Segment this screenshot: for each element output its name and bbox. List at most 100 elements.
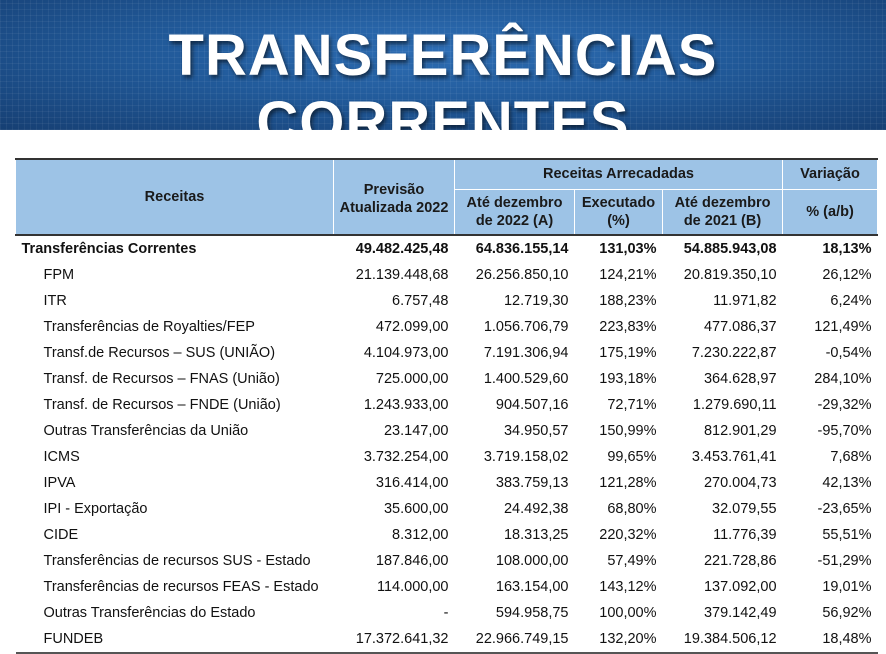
row-ate-2021: 137.092,00 (703, 579, 777, 595)
row-previsao: 316.414,00 (375, 475, 449, 491)
row-name: FUNDEB (43, 631, 104, 647)
row-ate-2022: 12.719,30 (503, 293, 569, 309)
row-executado: 175,19% (599, 345, 657, 361)
header-ate-dez-2021: Até dezembro de 2021 (B) (661, 188, 784, 236)
page-title: TRANSFERÊNCIAS CORRENTES (168, 23, 718, 130)
table-row: Transferências Correntes 49.482.425,48 6… (16, 235, 878, 262)
row-name: Transferências de recursos SUS - Estado (43, 553, 311, 569)
row-ate-2021: 364.628,97 (703, 371, 777, 387)
row-name: Transferências Correntes (21, 241, 197, 257)
row-executado: 121,28% (599, 475, 657, 491)
header-variacao: Variação (782, 158, 879, 190)
row-executado: 124,21% (599, 267, 657, 283)
row-name: CIDE (43, 527, 79, 543)
row-ate-2021: 54.885.943,08 (683, 241, 777, 257)
row-variacao: 18,48% (822, 631, 872, 647)
row-previsao: 3.732.254,00 (363, 449, 449, 465)
row-ate-2022: 1.400.529,60 (483, 371, 569, 387)
row-ate-2022: 34.950,57 (503, 423, 569, 439)
row-executado: 220,32% (599, 527, 657, 543)
title-banner: TRANSFERÊNCIAS CORRENTES (0, 0, 886, 130)
revenue-table: Receitas Previsão Atualizada 2022 Receit… (15, 158, 879, 654)
header-executado: Executado (%) (574, 188, 663, 236)
row-ate-2022: 1.056.706,79 (483, 319, 569, 335)
row-previsao: 6.757,48 (392, 293, 449, 309)
row-variacao: 121,49% (814, 319, 872, 335)
row-ate-2022: 383.759,13 (495, 475, 569, 491)
row-name: ICMS (43, 449, 80, 465)
table-row: Outras Transferências do Estado - 594.95… (16, 600, 878, 626)
row-variacao: 56,92% (822, 605, 872, 621)
row-previsao: 17.372.641,32 (355, 631, 449, 647)
row-ate-2021: 3.453.761,41 (691, 449, 777, 465)
row-executado: 143,12% (599, 579, 657, 595)
row-previsao: - (443, 605, 449, 621)
table-row: Transferências de recursos FEAS - Estado… (16, 574, 878, 600)
row-ate-2021: 32.079,55 (712, 501, 777, 517)
header-previsao: Previsão Atualizada 2022 (333, 158, 455, 236)
row-name: Transf. de Recursos – FNAS (União) (43, 371, 280, 387)
row-previsao: 23.147,00 (383, 423, 449, 439)
row-executado: 72,71% (607, 397, 657, 413)
row-variacao: -95,70% (817, 423, 872, 439)
row-ate-2021: 221.728,86 (703, 553, 777, 569)
header-receitas-arrecadadas: Receitas Arrecadadas (453, 158, 784, 190)
table-row: ICMS 3.732.254,00 3.719.158,02 99,65% 3.… (16, 444, 878, 470)
row-variacao: 7,68% (830, 449, 872, 465)
row-ate-2021: 270.004,73 (703, 475, 777, 491)
row-previsao: 114.000,00 (377, 579, 449, 595)
row-executado: 150,99% (599, 423, 657, 439)
table-row: IPVA 316.414,00 383.759,13 121,28% 270.0… (16, 470, 878, 496)
row-previsao: 8.312,00 (392, 527, 449, 543)
table-row: Transf.de Recursos – SUS (UNIÃO) 4.104.9… (16, 340, 878, 366)
row-name: IPI - Exportação (43, 501, 148, 517)
row-name: Transferências de recursos FEAS - Estado (43, 579, 319, 595)
row-ate-2022: 108.000,00 (495, 553, 569, 569)
row-ate-2021: 19.384.506,12 (683, 631, 777, 647)
row-ate-2022: 904.507,16 (495, 397, 569, 413)
row-ate-2021: 812.901,29 (703, 423, 777, 439)
row-variacao: 26,12% (822, 267, 872, 283)
row-previsao: 472.099,00 (375, 319, 449, 335)
row-name: Transferências de Royalties/FEP (43, 319, 255, 335)
row-executado: 99,65% (607, 449, 657, 465)
row-ate-2021: 11.971,82 (713, 293, 777, 309)
table-row: Transf. de Recursos – FNDE (União) 1.243… (16, 392, 878, 418)
row-name: Transf. de Recursos – FNDE (União) (43, 397, 281, 413)
row-executado: 131,03% (599, 241, 657, 257)
row-ate-2021: 1.279.690,11 (692, 397, 777, 413)
table-row: Transferências de recursos SUS - Estado … (16, 548, 878, 574)
row-variacao: -23,65% (817, 501, 872, 517)
row-variacao: -0,54% (825, 345, 872, 361)
row-executado: 193,18% (599, 371, 657, 387)
row-previsao: 725.000,00 (375, 371, 449, 387)
row-variacao: 55,51% (822, 527, 872, 543)
row-executado: 132,20% (599, 631, 657, 647)
header-receitas: Receitas (15, 158, 334, 236)
row-ate-2022: 64.836.155,14 (475, 241, 569, 257)
row-name: Outras Transferências da União (43, 423, 249, 439)
table-row: Outras Transferências da União 23.147,00… (16, 418, 878, 444)
row-executado: 188,23% (599, 293, 657, 309)
row-previsao: 1.243.933,00 (363, 397, 449, 413)
table-row: Transferências de Royalties/FEP 472.099,… (16, 314, 878, 340)
row-ate-2021: 11.776,39 (713, 527, 777, 543)
row-executado: 223,83% (599, 319, 657, 335)
row-previsao: 21.139.448,68 (355, 267, 449, 283)
row-variacao: 42,13% (822, 475, 872, 491)
row-ate-2021: 7.230.222,87 (691, 345, 777, 361)
row-executado: 68,80% (607, 501, 657, 517)
revenue-table-container: Receitas Previsão Atualizada 2022 Receit… (15, 158, 879, 654)
row-ate-2022: 163.154,00 (495, 579, 569, 595)
row-previsao: 35.600,00 (383, 501, 449, 517)
table-row: IPI - Exportação 35.600,00 24.492,38 68,… (16, 496, 878, 522)
row-ate-2022: 22.966.749,15 (475, 631, 569, 647)
row-ate-2022: 26.256.850,10 (475, 267, 569, 283)
row-ate-2022: 3.719.158,02 (483, 449, 569, 465)
table-row: FPM 21.139.448,68 26.256.850,10 124,21% … (16, 262, 878, 288)
row-name: ITR (43, 293, 67, 309)
row-executado: 100,00% (599, 605, 657, 621)
table-body: Transferências Correntes 49.482.425,48 6… (15, 235, 878, 653)
row-ate-2021: 477.086,37 (703, 319, 777, 335)
row-variacao: -51,29% (817, 553, 872, 569)
